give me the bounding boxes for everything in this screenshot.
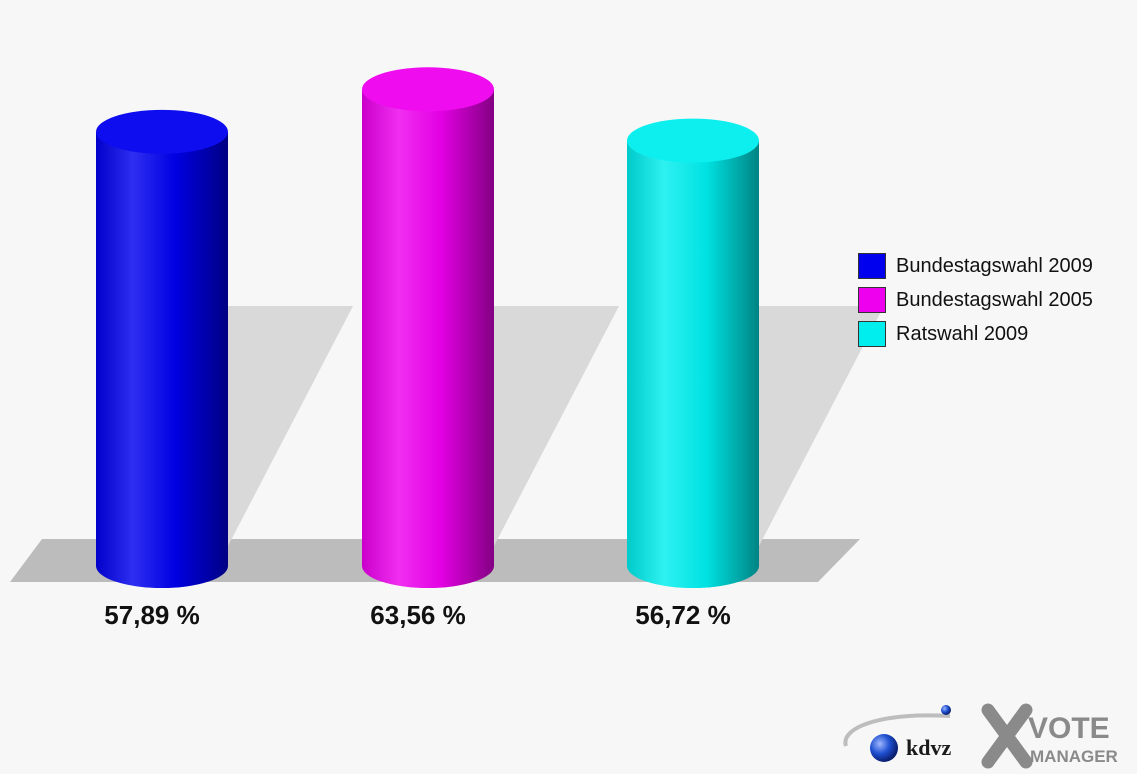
bar-cylinder <box>362 67 494 589</box>
bar-top <box>627 118 759 163</box>
legend-label: Ratswahl 2009 <box>896 322 1029 345</box>
bar-value-label: 56,72 % <box>635 600 730 630</box>
chart-bars <box>96 67 759 589</box>
globe-icon <box>870 734 898 762</box>
bar-top <box>96 109 228 154</box>
legend-swatch <box>858 287 886 313</box>
bar-top <box>362 67 494 112</box>
legend-item-bundestagswahl-2005: Bundestagswahl 2005 <box>858 283 1093 317</box>
bar-body <box>627 140 759 588</box>
swoosh-icon <box>843 713 951 747</box>
bar-value-label: 63,56 % <box>370 600 465 630</box>
legend-swatch <box>858 253 886 279</box>
vote-manager-logo: kdvz VOTE MANAGER <box>843 703 1118 769</box>
legend-item-ratswahl-2009: Ratswahl 2009 <box>858 317 1093 351</box>
legend-label: Bundestagswahl 2005 <box>896 288 1093 311</box>
legend-swatch <box>858 321 886 347</box>
ballot-x-icon <box>981 703 1033 769</box>
bar-cylinder <box>96 109 228 588</box>
vote-text: VOTE <box>1028 712 1110 745</box>
legend-label: Bundestagswahl 2009 <box>896 254 1093 277</box>
legend-item-bundestagswahl-2009: Bundestagswahl 2009 <box>858 249 1093 283</box>
bar-body <box>362 89 494 589</box>
bar-cylinder <box>627 118 759 588</box>
bar-body <box>96 131 228 588</box>
bar-value-label: 57,89 % <box>104 600 199 630</box>
chart-legend: Bundestagswahl 2009 Bundestagswahl 2005 … <box>858 249 1093 351</box>
kdvz-brand-text: kdvz <box>906 735 951 760</box>
chart-value-labels: 57,89 % 63,56 % 56,72 % <box>104 600 730 630</box>
small-ball-icon <box>941 705 951 715</box>
manager-text: MANAGER <box>1030 747 1118 766</box>
